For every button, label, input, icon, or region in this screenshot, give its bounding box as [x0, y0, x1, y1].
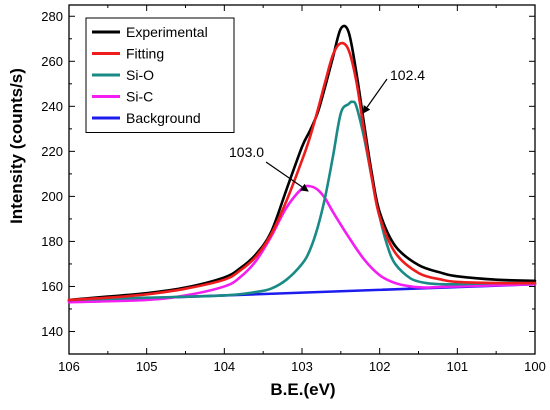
y-tick-label: 180: [41, 234, 63, 249]
y-tick-label: 260: [41, 54, 63, 69]
y-tick-label: 280: [41, 9, 63, 24]
x-tick-label: 105: [136, 359, 158, 374]
y-tick-label: 220: [41, 144, 63, 159]
series-line-fitting: [67, 41, 537, 302]
x-tick-label: 103: [291, 359, 313, 374]
x-axis-title: B.E.(eV): [270, 380, 335, 399]
x-tick-label: 102: [369, 359, 391, 374]
x-tick-label: 106: [58, 359, 80, 374]
legend-label-si-o: Si-O: [126, 67, 154, 83]
legend-label-fitting: Fitting: [126, 46, 164, 62]
series-line-si-o: [67, 100, 537, 302]
annotation-arrow-103-0: [265, 161, 309, 192]
annotation-arrow-102-4: [362, 78, 388, 114]
series-group: [67, 24, 537, 304]
y-tick-label: 140: [41, 324, 63, 339]
y-tick-label: 160: [41, 279, 63, 294]
legend-label-background: Background: [126, 110, 201, 126]
axes-group: 106 105 104 103 102 101 100 140 160 180 200 220 240 2…: [41, 4, 546, 374]
annotation-label-103-0: 103.0: [229, 144, 264, 160]
y-axis-title: Intensity (counts/s): [7, 68, 26, 224]
y-tick-label: 240: [41, 99, 63, 114]
x-tick-label: 101: [446, 359, 468, 374]
legend-label-experimental: Experimental: [126, 24, 208, 40]
legend-label-si-c: Si-C: [126, 89, 153, 105]
x-tick-label: 100: [524, 359, 546, 374]
annotation-label-102-4: 102.4: [390, 67, 425, 83]
legend: Experimental Fitting Si-O Si-C Background: [85, 17, 235, 133]
y-tick-label: 200: [41, 189, 63, 204]
annotations-group: 103.0 102.4: [229, 67, 425, 192]
x-tick-label: 104: [213, 359, 235, 374]
